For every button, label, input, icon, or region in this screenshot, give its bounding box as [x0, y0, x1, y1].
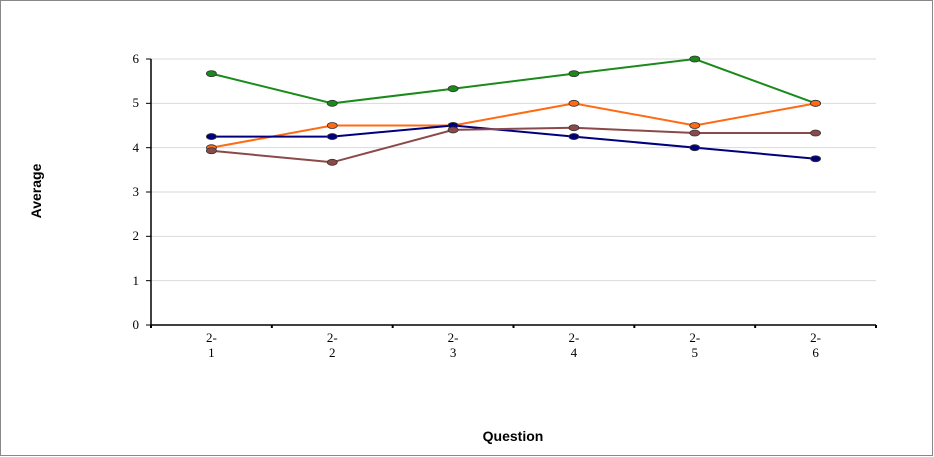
y-axis-label: Average: [28, 163, 44, 219]
data-point: [568, 70, 580, 78]
data-point: [326, 158, 338, 166]
data-point: [326, 99, 338, 107]
series-line: [211, 102, 816, 149]
y-tick-label: 3: [132, 184, 140, 199]
data-point: [206, 133, 217, 140]
y-tick-label: 5: [132, 95, 140, 111]
x-tick-label: 2-6: [810, 330, 821, 360]
data-point: [326, 133, 338, 140]
data-point: [810, 155, 821, 163]
x-tick-label: 2-4: [568, 330, 580, 360]
data-point: [447, 85, 459, 93]
y-tick-label: 1: [132, 272, 140, 288]
x-tick-label: 2-5: [689, 330, 701, 360]
y-tick-label: 6: [132, 51, 140, 66]
x-tick-label: 2-3: [447, 330, 459, 360]
data-point: [810, 129, 821, 137]
y-tick-label: 2: [132, 228, 140, 244]
data-point: [568, 124, 580, 132]
data-point: [206, 147, 217, 155]
y-tick-label: 0: [132, 317, 140, 332]
x-tick-label: 2-2: [326, 330, 338, 360]
data-point: [689, 129, 701, 137]
data-point: [326, 122, 338, 129]
x-tick-label: 2-1: [205, 330, 217, 360]
series-line: [211, 57, 816, 105]
data-point: [447, 126, 459, 134]
data-point: [568, 133, 580, 140]
data-point: [568, 99, 580, 107]
data-point: [810, 99, 821, 107]
x-axis-label: Question: [482, 428, 544, 444]
y-tick-label: 4: [132, 139, 140, 155]
data-point: [206, 70, 217, 78]
series-line: [211, 124, 816, 160]
series-line: [211, 126, 816, 164]
data-point: [689, 55, 701, 63]
data-point: [689, 122, 701, 129]
data-point: [689, 144, 701, 152]
